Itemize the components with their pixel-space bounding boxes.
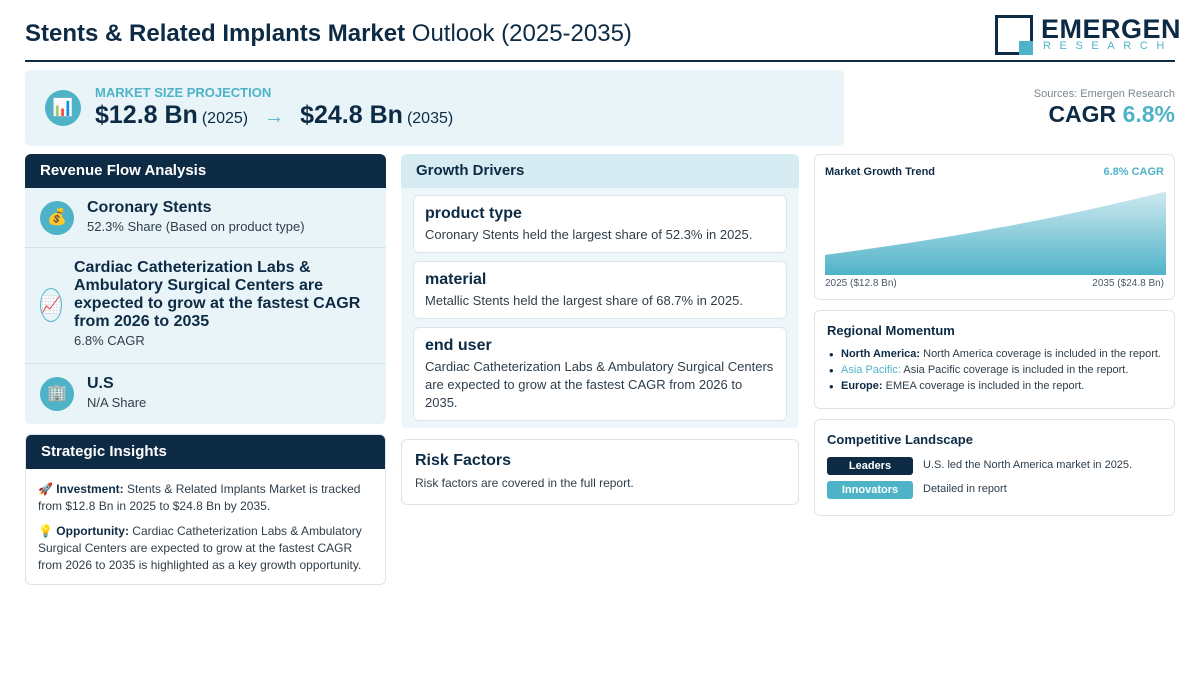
driver-card: product type Coronary Stents held the la… <box>413 195 787 253</box>
money-bag-icon: 💰 <box>40 201 74 235</box>
investment-insight: 🚀 Investment: Stents & Related Implants … <box>38 481 373 515</box>
opportunity-insight: 💡 Opportunity: Cardiac Catheterization L… <box>38 523 373 574</box>
driver-card: end user Cardiac Catheterization Labs & … <box>413 327 787 421</box>
region-name: Europe: <box>841 380 883 392</box>
rocket-icon: 🚀 <box>38 482 53 496</box>
region-item: Asia Pacific: Asia Pacific coverage is i… <box>827 363 1162 378</box>
sources-text: Sources: Emergen Research <box>1033 88 1175 100</box>
growth-drivers-panel: Growth Drivers product type Coronary Ste… <box>401 154 799 428</box>
risk-title: Risk Factors <box>415 452 512 469</box>
strategic-insights-panel: Strategic Insights 🚀 Investment: Stents … <box>25 434 386 585</box>
region-item: Europe: EMEA coverage is included in the… <box>827 379 1162 394</box>
revenue-item-title: Cardiac Catheterization Labs & Ambulator… <box>74 259 361 330</box>
region-item: North America: North America coverage is… <box>827 347 1162 362</box>
chart-icon: 📊 <box>45 90 81 126</box>
start-year: (2025) <box>201 110 249 127</box>
end-value: $24.8 Bn <box>300 101 403 129</box>
insights-title: Strategic Insights <box>26 435 385 469</box>
competitive-row: Innovators Detailed in report <box>827 481 1162 499</box>
page-header: Stents & Related Implants Market Outlook… <box>25 12 1181 62</box>
logo-square-icon <box>995 15 1033 55</box>
region-name: North America: <box>841 348 921 360</box>
logo-sub: RESEARCH <box>1043 40 1173 52</box>
revenue-item-title: Coronary Stents <box>87 199 212 216</box>
projection-label: MARKET SIZE PROJECTION <box>95 85 272 100</box>
regional-momentum-panel: Regional Momentum North America: North A… <box>814 310 1175 409</box>
risk-text: Risk factors are covered in the full rep… <box>415 476 634 490</box>
start-value: $12.8 Bn <box>95 101 198 129</box>
region-name: Asia Pacific: <box>841 364 901 376</box>
page-title: Stents & Related Implants Market Outlook… <box>25 20 632 48</box>
logo-name: EMERGEN <box>1041 14 1182 44</box>
opportunity-text: Cardiac Catheterization Labs & Ambulator… <box>38 524 362 572</box>
emergen-logo: EMERGEN RESEARCH <box>995 14 1181 56</box>
driver-text: Cardiac Catheterization Labs & Ambulator… <box>425 359 774 410</box>
competitive-text: Detailed in report <box>923 483 1007 495</box>
cagr-number: 6.8% <box>1122 101 1175 127</box>
revenue-item-title: U.S <box>87 375 114 392</box>
driver-title: end user <box>425 337 492 354</box>
driver-title: material <box>425 271 487 288</box>
revenue-flow-panel: Revenue Flow Analysis 💰 Coronary Stents … <box>25 154 386 424</box>
trend-area-svg <box>825 191 1166 275</box>
leaders-badge: Leaders <box>827 457 913 475</box>
region-text: North America coverage is included in th… <box>923 348 1161 360</box>
revenue-item: 💰 Coronary Stents 52.3% Share (Based on … <box>25 188 386 248</box>
market-size-projection: 📊 MARKET SIZE PROJECTION $12.8 Bn (2025) →… <box>25 70 844 146</box>
regional-title: Regional Momentum <box>827 323 955 338</box>
competitive-row: Leaders U.S. led the North America marke… <box>827 457 1162 475</box>
title-bold: Stents & Related Implants Market <box>25 20 406 47</box>
revenue-item: 🏢 U.S N/A Share <box>25 364 386 424</box>
driver-text: Coronary Stents held the largest share o… <box>425 227 753 242</box>
cagr-value: CAGR 6.8% <box>1034 101 1175 128</box>
competitive-text: U.S. led the North America market in 202… <box>923 459 1133 471</box>
chart-title: Market Growth Trend <box>825 166 936 178</box>
projection-values: $12.8 Bn (2025) → $24.8 Bn (2035) <box>95 101 453 130</box>
cagr-block: Sources: Emergen Research CAGR 6.8% <box>1034 88 1175 128</box>
building-icon: 🏢 <box>40 377 74 411</box>
competitive-title: Competitive Landscape <box>827 432 973 447</box>
investment-text: Stents & Related Implants Market is trac… <box>38 482 361 513</box>
chart-cagr-label: 6.8% CAGR <box>1103 166 1164 178</box>
chart-start-label: 2025 ($12.8 Bn) <box>825 278 897 289</box>
chart-end-label: 2035 ($24.8 Bn) <box>1092 278 1164 289</box>
revenue-flow-title: Revenue Flow Analysis <box>25 154 386 188</box>
region-text: EMEA coverage is included in the report. <box>885 380 1085 392</box>
end-year: (2035) <box>406 110 454 127</box>
revenue-item-sub: 6.8% CAGR <box>74 333 145 348</box>
growth-drivers-title: Growth Drivers <box>401 154 799 188</box>
cagr-label: CAGR <box>1048 101 1117 127</box>
driver-text: Metallic Stents held the largest share o… <box>425 293 743 308</box>
innovators-badge: Innovators <box>827 481 913 499</box>
investment-label: Investment: <box>56 482 124 496</box>
arrow-right-icon: → <box>264 106 285 128</box>
trend-area <box>825 191 1166 275</box>
driver-title: product type <box>425 205 522 222</box>
driver-card: material Metallic Stents held the larges… <box>413 261 787 319</box>
region-text: Asia Pacific coverage is included in the… <box>903 364 1129 376</box>
market-growth-trend-chart: Market Growth Trend 6.8% CAGR 2025 ($12.… <box>814 154 1175 300</box>
revenue-item-sub: N/A Share <box>87 395 147 410</box>
opportunity-label: Opportunity: <box>56 524 129 538</box>
trend-up-icon: 📈 <box>40 288 62 322</box>
title-light: Outlook (2025-2035) <box>411 20 632 47</box>
lightbulb-icon: 💡 <box>38 524 53 538</box>
competitive-landscape-panel: Competitive Landscape Leaders U.S. led t… <box>814 419 1175 516</box>
risk-factors-panel: Risk Factors Risk factors are covered in… <box>401 439 799 505</box>
revenue-item-sub: 52.3% Share (Based on product type) <box>87 219 305 234</box>
revenue-item: 📈 Cardiac Catheterization Labs & Ambulat… <box>25 248 386 364</box>
